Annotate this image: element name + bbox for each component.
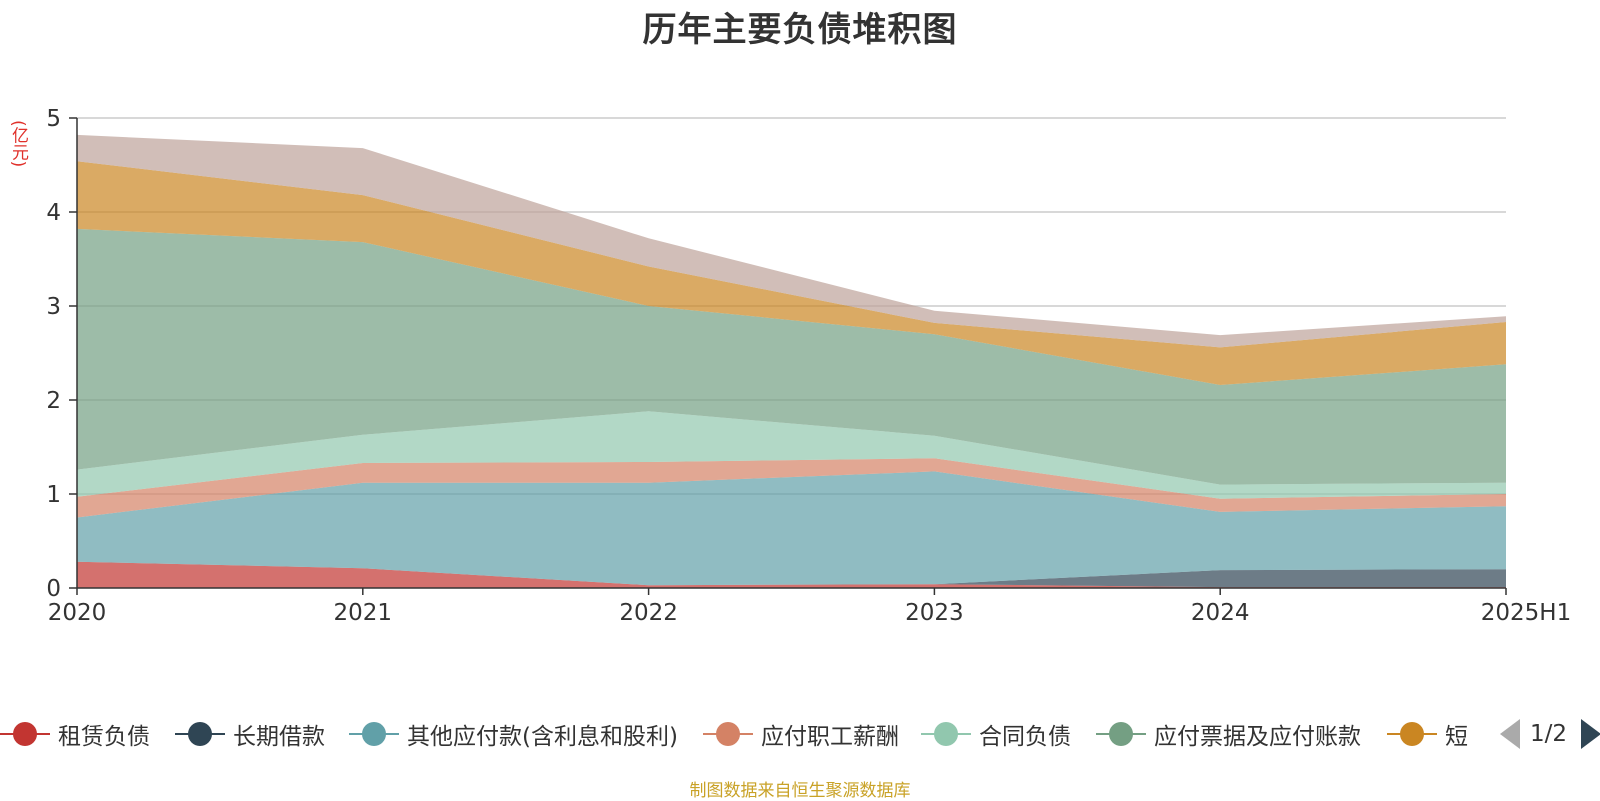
area-series-短期借款 xyxy=(77,161,1506,385)
legend-page-indicator: 1/2 xyxy=(1530,721,1568,747)
legend-swatch-icon xyxy=(1387,722,1437,746)
legend-swatch-icon xyxy=(921,722,971,746)
tick-labels: 0 1 2 3 4 5 2020 2021 2022 2023 2024 2025H1 xyxy=(46,106,1571,626)
legend-prev-page-icon[interactable] xyxy=(1500,719,1520,749)
legend-swatch-icon xyxy=(1096,722,1146,746)
area-series xyxy=(77,134,1506,588)
legend-label: 其他应付款(含利息和股利) xyxy=(407,724,678,750)
y-tick-label: 2 xyxy=(46,388,61,414)
legend-swatch-icon xyxy=(0,722,50,746)
y-tick-label: 3 xyxy=(46,294,61,320)
y-tick-label: 4 xyxy=(46,200,61,226)
x-tick-label: 2024 xyxy=(1191,600,1250,626)
legend-label: 短 xyxy=(1445,724,1468,750)
legend-item[interactable]: 其他应付款(含利息和股利) xyxy=(349,714,678,754)
legend-item[interactable]: 应付票据及应付账款 xyxy=(1096,714,1361,754)
data-source-note: 制图数据来自恒生聚源数据库 xyxy=(689,781,911,801)
x-tick-label: 2025H1 xyxy=(1481,600,1571,626)
legend-item[interactable]: 合同负债 xyxy=(921,714,1071,754)
legend-swatch-icon xyxy=(349,722,399,746)
area-series-其他 xyxy=(77,134,1506,348)
legend-label: 应付票据及应付账款 xyxy=(1154,724,1361,750)
stacked-area-chart: 0 1 2 3 4 5 2020 2021 2022 2023 2024 2025H1 xyxy=(46,106,1571,626)
legend-item[interactable]: 租赁负债 xyxy=(0,714,150,754)
area-series-租赁负债 xyxy=(77,561,1506,588)
y-tick-label: 1 xyxy=(46,482,61,508)
area-series-长期借款 xyxy=(77,561,1506,588)
legend-label: 合同负债 xyxy=(979,724,1071,750)
legend-swatch-icon xyxy=(175,722,225,746)
legend-swatch-icon xyxy=(703,722,753,746)
x-tick-label: 2023 xyxy=(905,600,964,626)
axes xyxy=(69,117,1507,595)
y-tick-label: 5 xyxy=(46,106,61,132)
y-axis-unit-label: (亿元) xyxy=(8,120,28,168)
area-series-其他应付款(含利息和股利) xyxy=(77,471,1506,586)
legend-item[interactable]: 应付职工薪酬 xyxy=(703,714,899,754)
legend-label: 租赁负债 xyxy=(58,724,150,750)
legend: 租赁负债 长期借款 其他应付款(含利息和股利) 应付职工薪酬 合同负债 应付票据及应付账款… xyxy=(0,714,1500,754)
area-series-应付职工薪酬 xyxy=(77,458,1506,518)
x-tick-label: 2020 xyxy=(48,600,107,626)
legend-next-page-icon[interactable] xyxy=(1581,719,1600,749)
legend-item[interactable]: 短 xyxy=(1387,714,1468,754)
area-series-应付票据及应付账款 xyxy=(77,228,1506,485)
legend-label: 应付职工薪酬 xyxy=(761,724,899,750)
area-series-合同负债 xyxy=(77,411,1506,499)
legend-pager: 1/2 xyxy=(1500,714,1600,754)
y-tick-label: 0 xyxy=(46,576,61,602)
legend-item[interactable]: 长期借款 xyxy=(175,714,325,754)
chart-title: 历年主要负债堆积图 xyxy=(642,10,958,50)
x-tick-label: 2021 xyxy=(334,600,393,626)
legend-label: 长期借款 xyxy=(233,724,325,750)
x-tick-label: 2022 xyxy=(619,600,678,626)
